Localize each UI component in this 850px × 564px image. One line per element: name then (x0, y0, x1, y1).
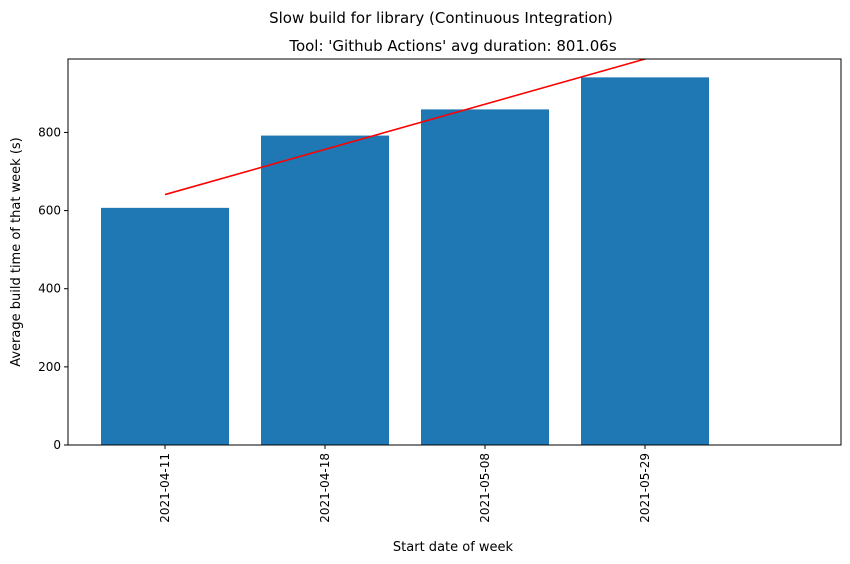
bar-2021-05-29 (581, 77, 709, 445)
y-tick-label-800: 800 (38, 125, 61, 139)
bar-2021-04-18 (261, 135, 389, 446)
y-tick-label-0: 0 (53, 438, 61, 452)
x-tick-label-2021-05-29: 2021-05-29 (638, 453, 652, 523)
y-tick-label-600: 600 (38, 204, 61, 218)
trend-line-group (164, 59, 648, 196)
chart-title: Tool: 'Github Actions' avg duration: 801… (288, 37, 617, 55)
bars-group (101, 77, 709, 446)
x-axis-label: Start date of week (393, 540, 514, 555)
x-tick-label-2021-04-18: 2021-04-18 (318, 453, 332, 523)
y-tick-label-400: 400 (38, 282, 61, 296)
x-tick-label-2021-04-11: 2021-04-11 (158, 453, 172, 523)
bar-2021-04-11 (101, 207, 229, 445)
bar-2021-05-08 (421, 109, 549, 445)
x-axis: 2021-04-11 2021-04-18 2021-05-08 2021-05-29 (158, 445, 652, 523)
chart-suptitle: Slow build for library (Continuous Integ… (269, 9, 613, 27)
trend-line (164, 59, 648, 196)
y-axis: 0 200 400 600 800 (38, 125, 68, 452)
plot-frame (67, 58, 842, 446)
y-axis-label: Average build time of that week (s) (9, 137, 24, 367)
y-tick-label-200: 200 (38, 360, 61, 374)
x-tick-label-2021-05-08: 2021-05-08 (478, 453, 492, 523)
